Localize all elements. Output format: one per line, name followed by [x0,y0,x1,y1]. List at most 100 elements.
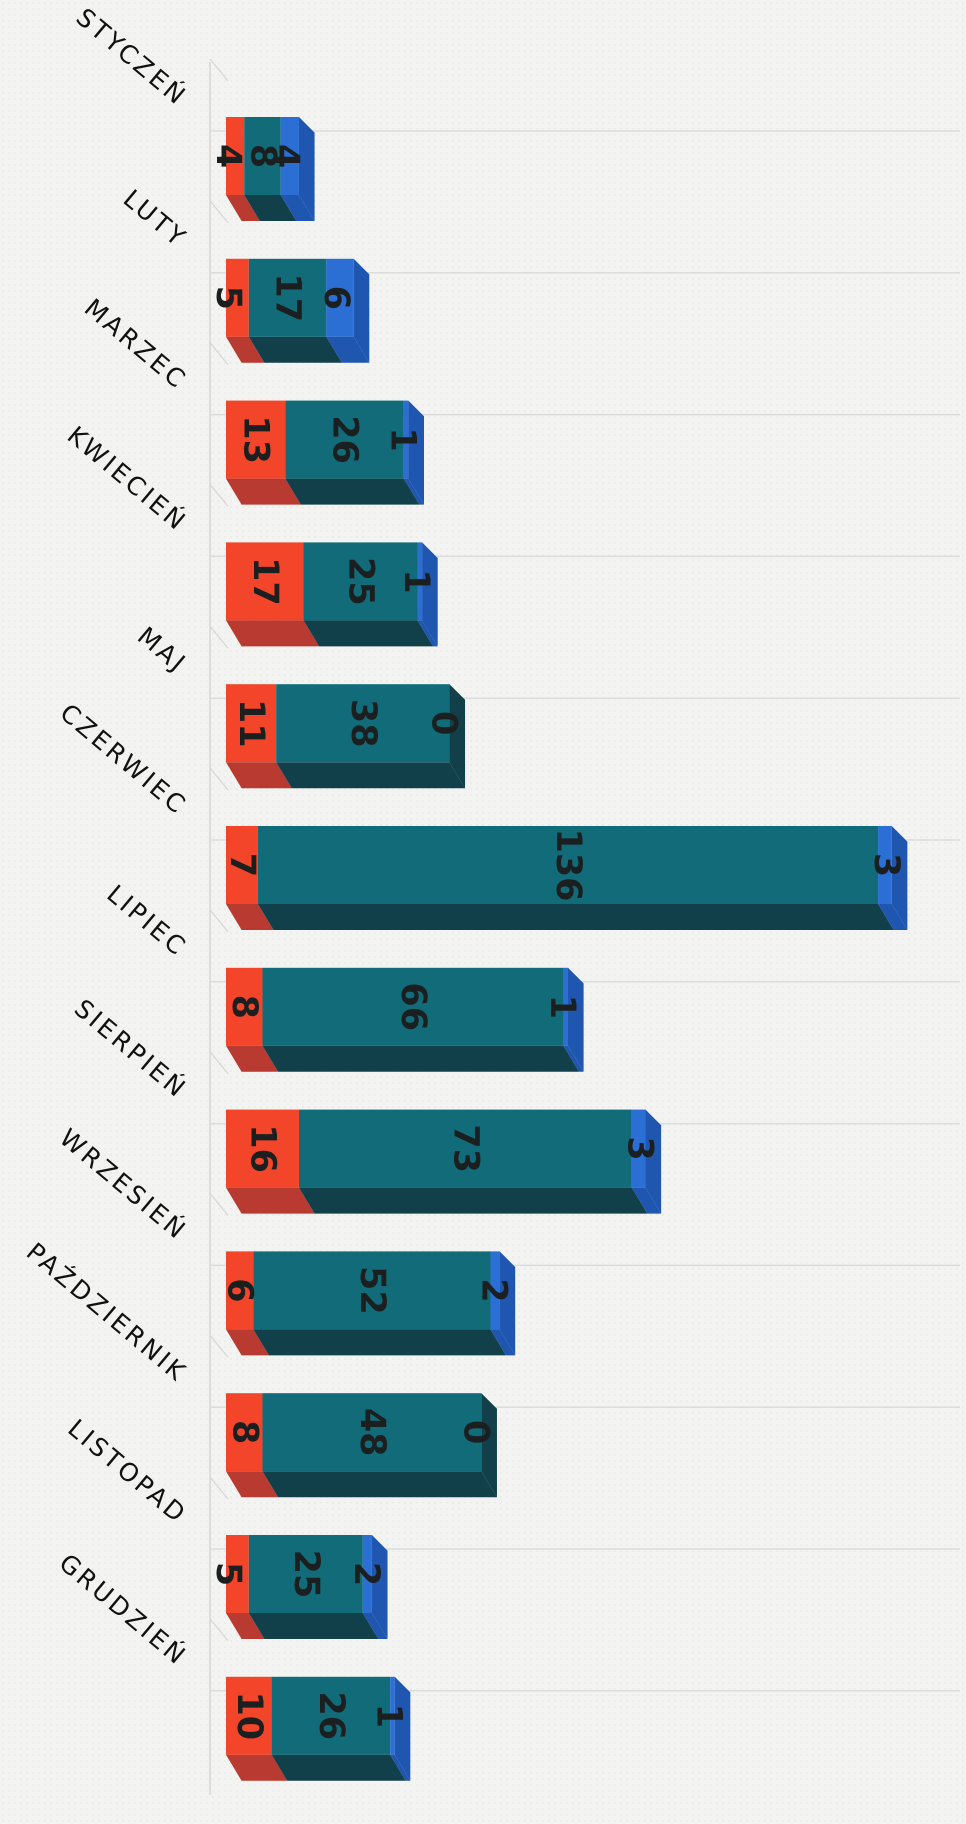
axis-tick [209,625,229,649]
bar-end-face [481,1393,497,1498]
axis-tick [209,909,229,933]
bar-depth-face [563,1045,584,1072]
axis-tick [209,1334,229,1358]
bar-segment [403,400,409,479]
bar-segment [280,117,299,195]
bar-segment [226,258,249,337]
bar-depth-face [226,904,274,930]
bar-depth-face [280,195,315,221]
category-label: MAJ [132,621,193,679]
bar-depth-face [253,1329,507,1356]
data-label: 8 [242,144,282,168]
bar-segment [248,258,327,337]
bar-segment [226,117,245,195]
bar-depth-face [878,904,908,930]
bar-segment [244,117,281,195]
data-label: 1 [369,1704,409,1728]
bar-segment [276,684,450,763]
bar-segment [417,542,423,621]
data-label: 52 [352,1266,392,1315]
bar-end-face [645,1109,662,1214]
bar-segment [390,1676,395,1755]
bar-depth-face [226,1045,279,1072]
bar-segment [271,1676,391,1755]
category-label: KWIECIEŃ [62,420,193,537]
bar-segment [226,1535,249,1613]
data-label: 6 [220,1278,260,1302]
axis-tick [209,58,229,82]
bar-segment [226,542,304,621]
bars-layer [226,117,908,1781]
axis-tick [209,342,229,365]
bar-depth-face [244,195,297,221]
category-label: SIERPIEŃ [69,994,193,1105]
bar-segment [631,1109,646,1188]
bar-end-face [298,117,315,221]
bar-depth-face [226,478,301,505]
category-label: LUTY [118,184,193,253]
data-label: 17 [268,273,308,322]
axis-layer [209,58,229,1795]
data-label: 4 [266,144,306,168]
bar-depth-face [276,762,466,789]
bar-end-face [353,258,370,363]
data-label: 8 [224,1420,264,1444]
bar-depth-face [226,1329,269,1356]
data-label: 0 [455,1420,495,1444]
axis-tick [209,1193,229,1216]
data-label: 1 [542,995,582,1019]
data-label: 38 [343,699,383,748]
category-label: LIPIEC [101,879,192,962]
category-label: STYCZEŃ [71,3,193,112]
bar-segment [563,967,568,1046]
data-label: 4 [208,144,248,168]
axis-tick [209,767,229,791]
category-label: GRUDZIEŃ [54,1548,193,1671]
category-label: CZERWIEC [55,698,193,821]
data-label: 136 [548,828,588,901]
bar-end-face [449,684,466,789]
bar-segment [262,967,564,1046]
data-label: 7 [222,853,262,877]
axis-tick [209,1051,229,1074]
bar-segment [226,400,286,479]
bar-end-face [408,400,424,505]
bar-segment [226,826,258,904]
bar-segment [226,1109,299,1188]
bar-depth-face [417,620,438,647]
bar-segment [226,1676,272,1755]
bar-depth-face [226,1471,279,1498]
bar-depth-face [403,478,424,505]
bar-depth-face [226,336,265,363]
bar-segment [226,967,263,1046]
bar-end-face [371,1535,388,1639]
axis-tick [209,484,229,507]
data-label: 73 [445,1124,485,1173]
bar-segment [303,542,418,621]
data-label: 11 [231,699,271,748]
data-label: 17 [245,557,285,606]
data-label: 8 [224,995,264,1019]
bar-segment [878,826,892,904]
category-label: MARZEC [79,293,193,395]
bar-depth-face [226,1754,288,1781]
data-label: 5 [208,1562,248,1586]
axis-tick [209,200,229,224]
data-label: 10 [229,1691,269,1740]
bar-depth-face [303,620,434,647]
data-label: 0 [423,711,463,735]
bar-depth-face [226,195,260,221]
data-label: 1 [382,427,422,451]
data-label: 48 [352,1408,392,1457]
bar-depth-face [271,1754,406,1781]
data-label: 1 [396,569,436,593]
bar-depth-face [298,1187,648,1214]
bar-segment [253,1251,491,1330]
bar-segment [248,1535,363,1613]
category-label: WRZESIEŃ [54,1123,193,1246]
bar-depth-face [248,1613,379,1639]
bar-segment [362,1535,372,1613]
bar-end-face [499,1251,516,1356]
bar-depth-face [285,478,420,505]
